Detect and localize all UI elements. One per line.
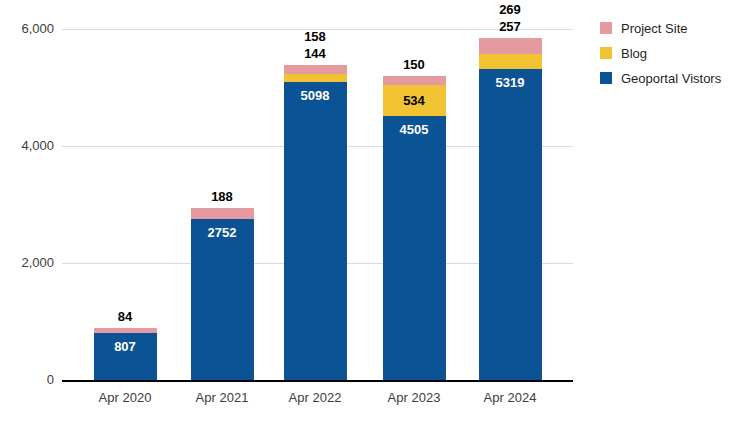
bar-segment-project-site[interactable] (94, 328, 157, 333)
bar-segment-project-site[interactable] (479, 38, 542, 54)
y-tick-label: 0 (4, 372, 54, 388)
bar-value-label: 269 (462, 1, 558, 18)
bar-above-labels: 150 (366, 56, 462, 73)
bar-value-label: 807 (85, 339, 165, 354)
legend-label: Geoportal Vistors (621, 72, 721, 85)
bar-segment-project-site[interactable] (191, 208, 254, 219)
bar-segment-blog[interactable] (284, 74, 347, 82)
y-tick-label: 2,000 (4, 255, 54, 271)
x-tick-label: Apr 2022 (267, 390, 363, 406)
bar-value-label: 158 (267, 28, 363, 45)
stacked-bar-chart: 0 2,000 4,000 6,000 807 84 Apr 2020 2752 188 Apr … (0, 0, 735, 423)
legend-item[interactable]: Blog (600, 47, 721, 59)
x-axis-line (62, 380, 573, 382)
bar-value-label: 84 (77, 308, 173, 325)
bar-segment-blog[interactable] (479, 54, 542, 69)
bar-segment-project-site[interactable] (383, 76, 446, 85)
x-tick-label: Apr 2023 (366, 390, 462, 406)
bar-value-label: 5319 (470, 75, 550, 90)
bar-value-label: 5098 (275, 88, 355, 103)
bar-value-label: 188 (174, 188, 270, 205)
bar-value-label: 257 (462, 18, 558, 35)
bar-segment-project-site[interactable] (284, 65, 347, 74)
bar-value-label: 150 (366, 56, 462, 73)
bar-above-labels: 269257 (462, 1, 558, 35)
legend-swatch (600, 47, 612, 59)
bar-value-label: 534 (374, 93, 454, 108)
x-tick-label: Apr 2020 (77, 390, 173, 406)
legend-item[interactable]: Project Site (600, 22, 721, 34)
legend-swatch (600, 22, 612, 34)
legend: Project Site Blog Geoportal Vistors (600, 22, 721, 97)
bar-above-labels: 158144 (267, 28, 363, 62)
bar-segment-geoportal-vistors[interactable] (479, 69, 542, 380)
legend-label: Blog (621, 47, 647, 60)
legend-item[interactable]: Geoportal Vistors (600, 72, 721, 84)
bar-above-labels: 84 (77, 308, 173, 325)
x-tick-label: Apr 2024 (462, 390, 558, 406)
bar-segment-geoportal-vistors[interactable] (284, 82, 347, 380)
bar-value-label: 4505 (374, 122, 454, 137)
y-tick-label: 4,000 (4, 138, 54, 154)
bar-segment-geoportal-vistors[interactable] (191, 219, 254, 380)
bar-above-labels: 188 (174, 188, 270, 205)
legend-swatch (600, 72, 612, 84)
bar-segment-geoportal-vistors[interactable] (383, 116, 446, 380)
x-tick-label: Apr 2021 (174, 390, 270, 406)
y-tick-label: 6,000 (4, 21, 54, 37)
bar-value-label: 144 (267, 45, 363, 62)
legend-label: Project Site (621, 22, 687, 35)
bar-value-label: 2752 (182, 225, 262, 240)
